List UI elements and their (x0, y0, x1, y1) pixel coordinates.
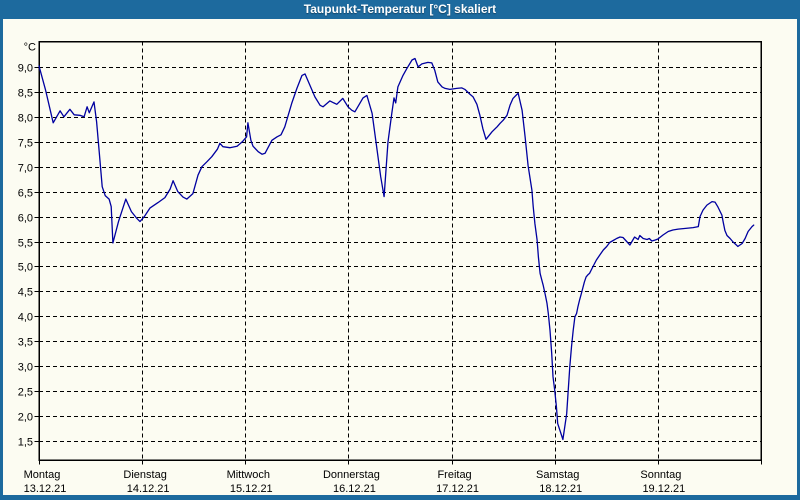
x-day-name: Donnerstag (323, 469, 380, 481)
chart-title: Taupunkt-Temperatur [°C] skaliert (303, 2, 497, 16)
y-tick-label: 7,5 (18, 138, 33, 150)
dewpoint-line-chart: 1,5 2,0 2,5 3,0 3,5 4,0 4,5 5,0 5,5 6,0 6,5 7,0 7,5 8… (18, 40, 762, 496)
axis-labels: 1,5 2,0 2,5 3,0 3,5 4,0 4,5 5,0 5,5 6,0 6,5 7,0 7,5 8… (18, 42, 686, 496)
y-tick-label: 2,5 (18, 387, 33, 399)
y-tick-label: 7,0 (18, 163, 33, 175)
y-tick-label: 4,0 (18, 312, 33, 324)
x-day-date: 14.12.21 (127, 483, 170, 495)
x-day-date: 19.12.21 (642, 483, 685, 495)
x-day-date: 17.12.21 (436, 483, 479, 495)
y-tick-label: 4,5 (18, 287, 33, 299)
y-tick-label: 6,0 (18, 213, 33, 225)
plot-canvas: 1,5 2,0 2,5 3,0 3,5 4,0 4,5 5,0 5,5 6,0 6,5 7,0 7,5 8… (3, 19, 797, 495)
title-bar: Taupunkt-Temperatur [°C] skaliert (0, 0, 800, 19)
x-day-date: 18.12.21 (539, 483, 582, 495)
grid-lines (39, 41, 761, 460)
y-tick-label: 3,0 (18, 362, 33, 374)
y-tick-label: 2,0 (18, 412, 33, 424)
dewpoint-series-line (38, 57, 755, 441)
plot-border (38, 40, 762, 461)
y-tick-label: 9,0 (18, 63, 33, 75)
x-day-name: Mittwoch (227, 469, 270, 481)
x-day-name: Freitag (437, 469, 471, 481)
x-day-date: 15.12.21 (230, 483, 273, 495)
y-tick-label: 1,5 (18, 437, 33, 449)
x-day-name: Sonntag (640, 469, 681, 481)
x-day-date: 16.12.21 (333, 483, 376, 495)
y-axis-unit: °C (24, 42, 36, 54)
y-tick-label: 8,5 (18, 88, 33, 100)
x-day-name: Samstag (536, 469, 579, 481)
y-tick-label: 8,0 (18, 113, 33, 125)
y-tick-label: 6,5 (18, 188, 33, 200)
y-tick-label: 3,5 (18, 337, 33, 349)
x-day-name: Montag (24, 469, 61, 481)
y-tick-label: 5,5 (18, 238, 33, 250)
x-day-name: Dienstag (123, 469, 166, 481)
y-tick-label: 5,0 (18, 262, 33, 274)
x-day-date: 13.12.21 (24, 483, 67, 495)
